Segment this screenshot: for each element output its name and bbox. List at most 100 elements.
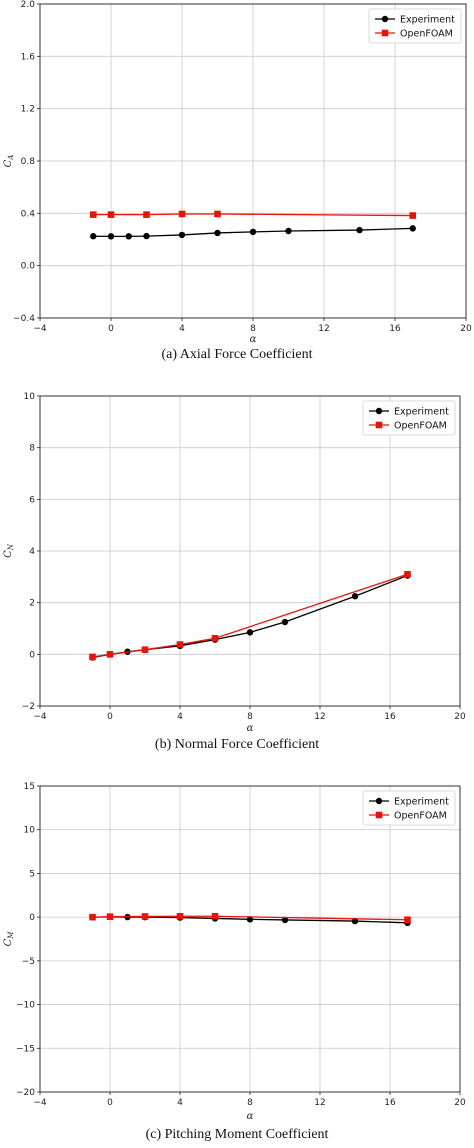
point-openfoam-5: [409, 212, 417, 219]
point-openfoam-1: [106, 913, 114, 921]
point-experiment-0: [90, 233, 97, 240]
y-tick-label-0: −2: [22, 702, 35, 712]
x-tick-label-3: 8: [247, 712, 253, 722]
point-openfoam-2: [141, 646, 149, 653]
legend-marker-openfoam: [381, 29, 389, 37]
point-openfoam-4: [211, 635, 219, 642]
caption-normal-force: (b) Normal Force Coefficient: [154, 737, 320, 752]
y-axis-label: CM: [3, 931, 15, 947]
point-experiment-5: [214, 229, 221, 237]
legend-marker-openfoam: [375, 421, 383, 429]
x-tick-label-6: 20: [460, 324, 472, 334]
y-axis-label: CN: [3, 543, 15, 558]
y-tick-label-0: −0.4: [13, 314, 35, 324]
point-openfoam-0: [89, 653, 96, 661]
x-tick-label-5: 16: [389, 324, 401, 334]
x-tick-label-5: 16: [384, 1098, 396, 1108]
point-experiment-4: [178, 231, 186, 239]
point-openfoam-3: [176, 641, 184, 648]
point-experiment-8: [351, 593, 359, 600]
legend-label-experiment: Experiment: [400, 14, 455, 25]
chart-pitching-moment: −4 0 4 8 12 16 20 −20 −15 −10 −5 0 5 10 15 α CM Experimen…: [3, 782, 466, 1122]
x-tick-label-1: 0: [108, 324, 114, 334]
point-openfoam-4: [214, 210, 221, 218]
point-experiment-6: [246, 629, 254, 636]
point-openfoam-5: [404, 916, 411, 924]
y-tick-label-5: 1.6: [21, 52, 36, 62]
x-axis-label: α: [247, 723, 254, 734]
x-tick-label-1: 0: [107, 712, 113, 722]
point-openfoam-2: [141, 913, 149, 920]
series-line-experiment: [93, 227, 413, 238]
y-tick-label-4: 0: [29, 913, 35, 923]
y-tick-label-3: −5: [22, 957, 35, 967]
y-tick-label-4: 6: [29, 495, 35, 505]
x-tick-label-5: 16: [384, 712, 396, 722]
point-experiment-8: [356, 226, 363, 234]
point-openfoam-1: [107, 211, 115, 218]
y-tick-label-6: 10: [24, 392, 36, 402]
y-tick-label-1: −15: [16, 1044, 35, 1054]
y-tick-label-1: 0: [29, 650, 35, 660]
y-tick-label-2: 0.4: [21, 209, 36, 219]
point-openfoam-0: [89, 913, 96, 921]
x-tick-label-1: 0: [107, 1098, 113, 1108]
y-tick-label-6: 2.0: [21, 0, 36, 10]
y-tick-label-1: 0.0: [21, 262, 36, 272]
y-tick-label-3: 4: [29, 547, 35, 557]
point-openfoam-3: [176, 912, 184, 920]
legend-box: [368, 8, 462, 44]
y-axis-label: CA: [3, 155, 15, 168]
x-tick-label-4: 12: [318, 324, 329, 334]
x-tick-label-0: −4: [33, 712, 47, 722]
y-tick-label-2: 2: [29, 599, 35, 609]
chart-normal-force: −4 0 4 8 12 16 20 −2 0 2 4 6 8 10 α CN Experiment OpenFOA…: [3, 392, 466, 734]
y-tick-label-5: 5: [29, 869, 35, 879]
y-tick-label-4: 1.2: [21, 105, 35, 115]
legend-box: [362, 400, 456, 436]
caption-pitching-moment: (c) Pitching Moment Coefficient: [145, 1127, 329, 1142]
x-tick-label-0: −4: [33, 324, 47, 334]
legend-label-experiment: Experiment: [394, 406, 449, 417]
point-experiment-9: [409, 225, 416, 232]
point-openfoam-4: [211, 912, 219, 920]
y-tick-label-3: 0.8: [21, 157, 36, 167]
legend-label-openfoam: OpenFOAM: [394, 420, 447, 431]
x-tick-label-4: 12: [314, 712, 325, 722]
point-experiment-6: [249, 228, 257, 236]
legend: Experiment OpenFOAM: [368, 8, 462, 44]
x-axis-label: α: [250, 334, 257, 345]
point-openfoam-2: [143, 211, 150, 218]
point-experiment-7: [281, 916, 289, 924]
x-axis-label: α: [247, 1111, 254, 1122]
legend-marker-experiment: [375, 407, 383, 415]
point-experiment-3: [143, 232, 150, 240]
legend-label-openfoam: OpenFOAM: [400, 28, 453, 39]
point-experiment-7: [281, 618, 289, 626]
x-tick-label-6: 20: [454, 1098, 466, 1108]
legend-marker-experiment: [375, 797, 383, 805]
x-tick-label-3: 8: [250, 324, 256, 334]
point-openfoam-5: [404, 570, 411, 578]
chart-axial-force: −4 0 4 8 12 16 20 −0.4 0.0 0.4 0.8 1.2 1.6 2.0 α CA Expe…: [3, 0, 472, 345]
x-tick-label-0: −4: [33, 1098, 47, 1108]
x-tick-label-2: 4: [179, 324, 185, 334]
y-tick-label-2: −10: [16, 1001, 35, 1011]
x-tick-label-3: 8: [247, 1098, 253, 1108]
x-tick-label-6: 20: [454, 712, 466, 722]
point-openfoam-1: [106, 651, 114, 658]
x-tick-label-4: 12: [314, 1098, 325, 1108]
point-experiment-2: [125, 233, 132, 240]
y-tick-label-0: −20: [16, 1088, 35, 1098]
y-tick-label-6: 10: [24, 826, 36, 836]
y-tick-label-7: 15: [24, 782, 35, 792]
x-tick-label-2: 4: [177, 712, 183, 722]
legend: Experiment OpenFOAM: [362, 400, 456, 436]
legend-box: [362, 790, 456, 826]
legend: Experiment OpenFOAM: [362, 790, 456, 826]
legend-marker-experiment: [381, 15, 389, 23]
legend-label-openfoam: OpenFOAM: [394, 810, 447, 821]
legend-marker-openfoam: [375, 811, 383, 819]
point-openfoam-3: [178, 210, 186, 218]
point-experiment-7: [285, 227, 292, 235]
